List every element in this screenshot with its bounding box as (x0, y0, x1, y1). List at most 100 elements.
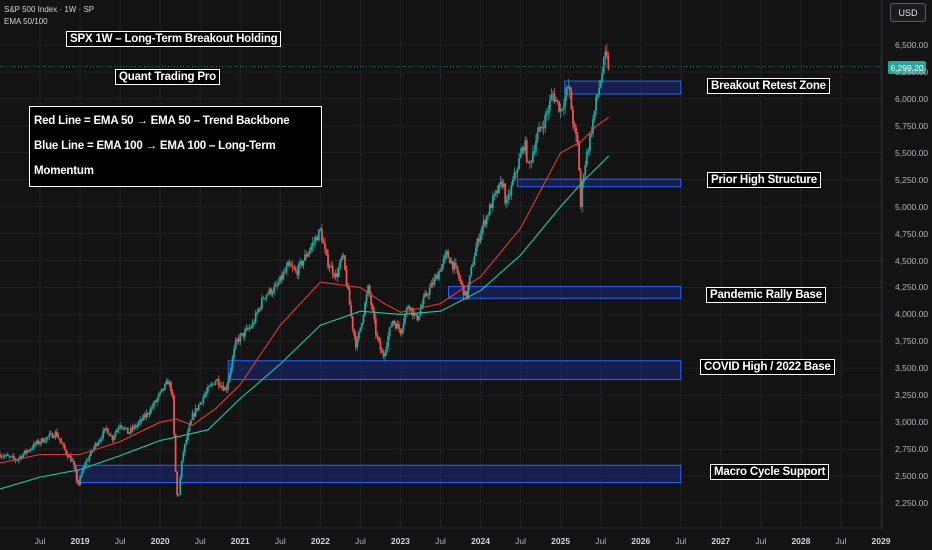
candle-body (391, 320, 394, 326)
candle-body (347, 285, 349, 290)
indicator-label[interactable]: EMA 50/100 (4, 17, 48, 26)
candle-body (379, 341, 382, 350)
candle-body (68, 455, 71, 458)
candle-body (393, 320, 396, 324)
candle-body (83, 465, 86, 468)
candle-body (140, 419, 143, 421)
candle-body (190, 420, 192, 426)
candle-body (2, 456, 4, 458)
candle-body (584, 165, 587, 175)
candle-body (607, 55, 610, 69)
candle-body (29, 448, 32, 451)
candle-body (373, 310, 376, 319)
candle-body (20, 456, 23, 458)
candle-body (555, 99, 557, 102)
candle-body (231, 357, 234, 368)
candle-body (131, 427, 134, 430)
candle-body (328, 267, 331, 268)
candle-body (210, 384, 212, 387)
candle-body (197, 404, 200, 410)
time-tick-label: 2024 (471, 536, 490, 546)
candle-body (19, 456, 21, 459)
candle-body (467, 285, 470, 298)
candle-body (205, 391, 208, 395)
candle-body (48, 434, 51, 437)
candle-body (491, 196, 494, 208)
candle-body (45, 437, 48, 442)
candle-body (433, 278, 436, 285)
candle-body (225, 387, 228, 390)
candle-body (239, 334, 242, 342)
candle-body (86, 460, 89, 462)
candle-body (102, 430, 105, 439)
candle-body (359, 327, 362, 332)
candle-body (34, 443, 37, 445)
candle-body (300, 261, 303, 266)
candle-body (598, 87, 601, 95)
candle-body (476, 238, 479, 248)
candle-body (111, 435, 114, 441)
candle-body (116, 429, 118, 433)
candle-body (59, 438, 61, 442)
candle-body (176, 471, 179, 495)
currency-button[interactable]: USD (890, 3, 926, 22)
candle-body (65, 449, 68, 454)
candle-body (156, 398, 159, 403)
candle-body (100, 438, 103, 440)
candle-body (384, 352, 386, 357)
candle-body (496, 190, 499, 194)
candle-body (354, 335, 357, 348)
candle-body (524, 140, 527, 151)
candle-body (436, 275, 439, 280)
candle-body (371, 305, 374, 311)
candle-body (493, 193, 496, 197)
candle-body (25, 450, 28, 453)
price-tick-label: 3,250.00 (895, 390, 929, 401)
candle-body (79, 477, 81, 485)
candle-body (317, 229, 320, 241)
time-tick-label: Jul (835, 536, 847, 546)
price-tick-label: 5,250.00 (895, 174, 929, 185)
time-tick-label: 2023 (390, 536, 410, 546)
candle-body (381, 349, 383, 354)
candle-body (532, 152, 534, 162)
candle-body (173, 396, 175, 435)
candle-body (507, 194, 510, 200)
symbol-header[interactable]: S&P 500 Index · 1W · SP (4, 5, 95, 14)
candle-body (162, 388, 165, 390)
candle-body (203, 394, 206, 398)
candle-body (439, 271, 442, 272)
candle-body (374, 318, 377, 335)
candle-body (199, 402, 202, 405)
candle-body (159, 391, 162, 395)
candle-body (547, 110, 550, 113)
candle-body (217, 379, 220, 386)
candle-body (465, 291, 468, 298)
candle-body (253, 322, 256, 324)
candle-body (590, 133, 593, 135)
price-tick-label: 4,250.00 (895, 282, 929, 293)
candle-body (248, 327, 251, 330)
candle-body (498, 183, 500, 194)
candle-body (106, 428, 109, 434)
candle-body (273, 286, 276, 293)
candle-body (73, 461, 75, 466)
candle-body (479, 233, 482, 242)
price-tick-label: 6,000.00 (895, 93, 929, 104)
candle-body (114, 432, 117, 437)
candle-body (308, 250, 311, 254)
candlestick-series (0, 44, 610, 497)
candle-body (0, 454, 1, 458)
candle-body (267, 293, 269, 295)
candle-body (319, 228, 322, 230)
candle-body (242, 333, 245, 337)
price-tick-label: 3,000.00 (895, 417, 929, 428)
candle-body (93, 447, 95, 451)
candle-body (274, 284, 277, 287)
candle-body (553, 93, 556, 102)
candle-body (40, 438, 43, 443)
time-tick-label: 2029 (871, 536, 891, 546)
time-tick-label: Jul (675, 536, 687, 546)
candle-body (575, 127, 577, 135)
candle-body (60, 441, 63, 444)
